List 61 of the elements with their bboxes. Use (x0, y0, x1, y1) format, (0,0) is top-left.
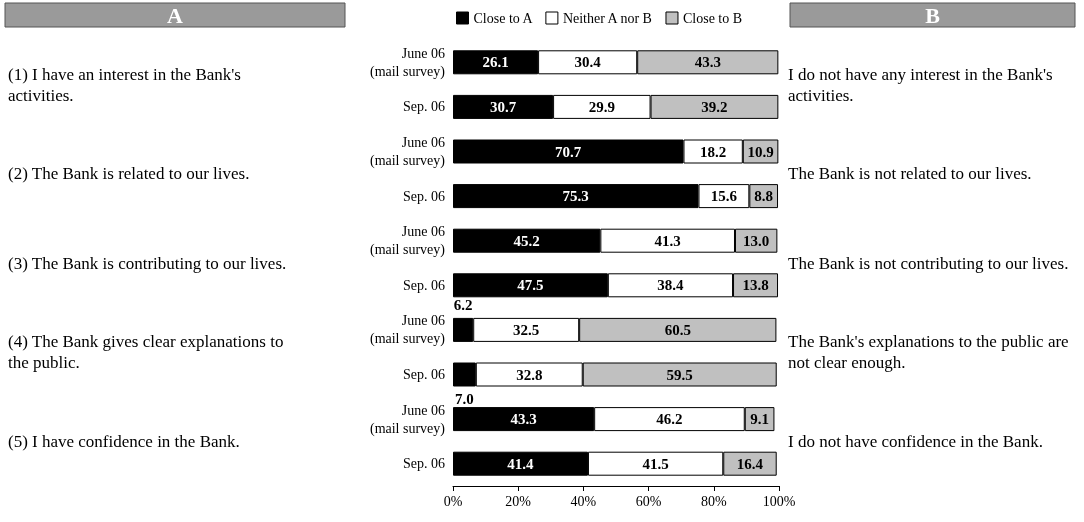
text: (4) The Bank gives clear explanations to the public. (8, 332, 288, 373)
y-tick-label: June 06 (mail survey) (369, 313, 446, 348)
data-label: 13.8 (742, 277, 769, 294)
data-label: 9.1 (750, 411, 769, 428)
x-tick-label: 100% (762, 493, 796, 509)
data-label: 75.3 (562, 188, 589, 205)
x-tick-label: 0% (443, 493, 463, 509)
data-label: 43.3 (510, 411, 537, 428)
y-tick-label: Sep. 06 (403, 456, 445, 472)
data-label: 43.3 (694, 54, 721, 71)
data-label: 32.5 (513, 321, 540, 338)
y-tick-label: Sep. 06 (403, 188, 445, 204)
data-label: 13.0 (743, 232, 770, 249)
data-label: 18.2 (700, 143, 727, 160)
x-tick-label: 80% (700, 493, 727, 509)
data-label: 29.9 (588, 98, 615, 115)
data-label: 60.5 (664, 321, 691, 338)
y-tick-label: Sep. 06 (403, 277, 445, 293)
data-label: 7.0 (455, 391, 474, 407)
text: (2) The Bank is related to our lives. (8, 164, 250, 184)
data-label: 30.7 (489, 98, 517, 115)
y-tick-label: June 06 (mail survey) (369, 135, 446, 169)
data-label: 30.4 (574, 54, 602, 71)
data-label: 41.3 (654, 232, 681, 249)
text: The Bank is not contributing to our lives. (788, 253, 1069, 273)
y-tick-label: June 06 (mail survey) (369, 45, 446, 80)
text: A (167, 2, 184, 28)
data-label: 10.9 (747, 143, 774, 160)
x-tick-label: 60% (635, 493, 662, 509)
legend-label: Neither A nor B (562, 10, 652, 26)
data-label: 16.4 (736, 455, 764, 472)
y-tick-label: June 06 (mail survey) (369, 402, 446, 437)
text: The Bank is not related to our lives. (788, 164, 1032, 184)
data-label: 70.7 (555, 143, 582, 160)
data-label: 39.2 (701, 98, 728, 115)
y-tick-label: Sep. 06 (403, 99, 445, 115)
data-label: 41.4 (507, 455, 535, 472)
y-tick-label: Sep. 06 (403, 367, 445, 382)
data-label: 45.2 (513, 232, 540, 249)
text: (1) I have an interest in the Bank's activities. (8, 64, 246, 105)
text: I do not have confidence in the Bank. (788, 431, 1043, 451)
data-label: 26.1 (482, 54, 509, 71)
data-label: 8.8 (754, 188, 774, 205)
x-tick-label: 40% (570, 493, 597, 509)
data-label: 46.2 (656, 411, 683, 428)
y-tick-label: June 06 (mail survey) (369, 224, 446, 259)
data-label: 59.5 (666, 366, 693, 383)
data-label: 38.4 (657, 277, 685, 294)
data-label: 41.5 (642, 455, 669, 472)
data-label: 15.6 (710, 188, 738, 205)
data-label: 47.5 (517, 277, 544, 294)
legend-label: Close to B (682, 10, 743, 26)
legend-label: Close to A (473, 10, 534, 26)
data-label: 32.8 (516, 366, 543, 383)
data-label: 6.2 (453, 297, 473, 314)
text: (3) The Bank is contributing to our lives. (8, 253, 287, 273)
text: B (925, 2, 941, 28)
text: I do not have any interest in the Bank's activities. (788, 64, 1057, 105)
text: The Bank's explanations to the public are not clear enough. (788, 332, 1073, 373)
text: (5) I have confidence in the Bank. (8, 431, 240, 451)
x-tick-label: 20% (505, 493, 532, 509)
